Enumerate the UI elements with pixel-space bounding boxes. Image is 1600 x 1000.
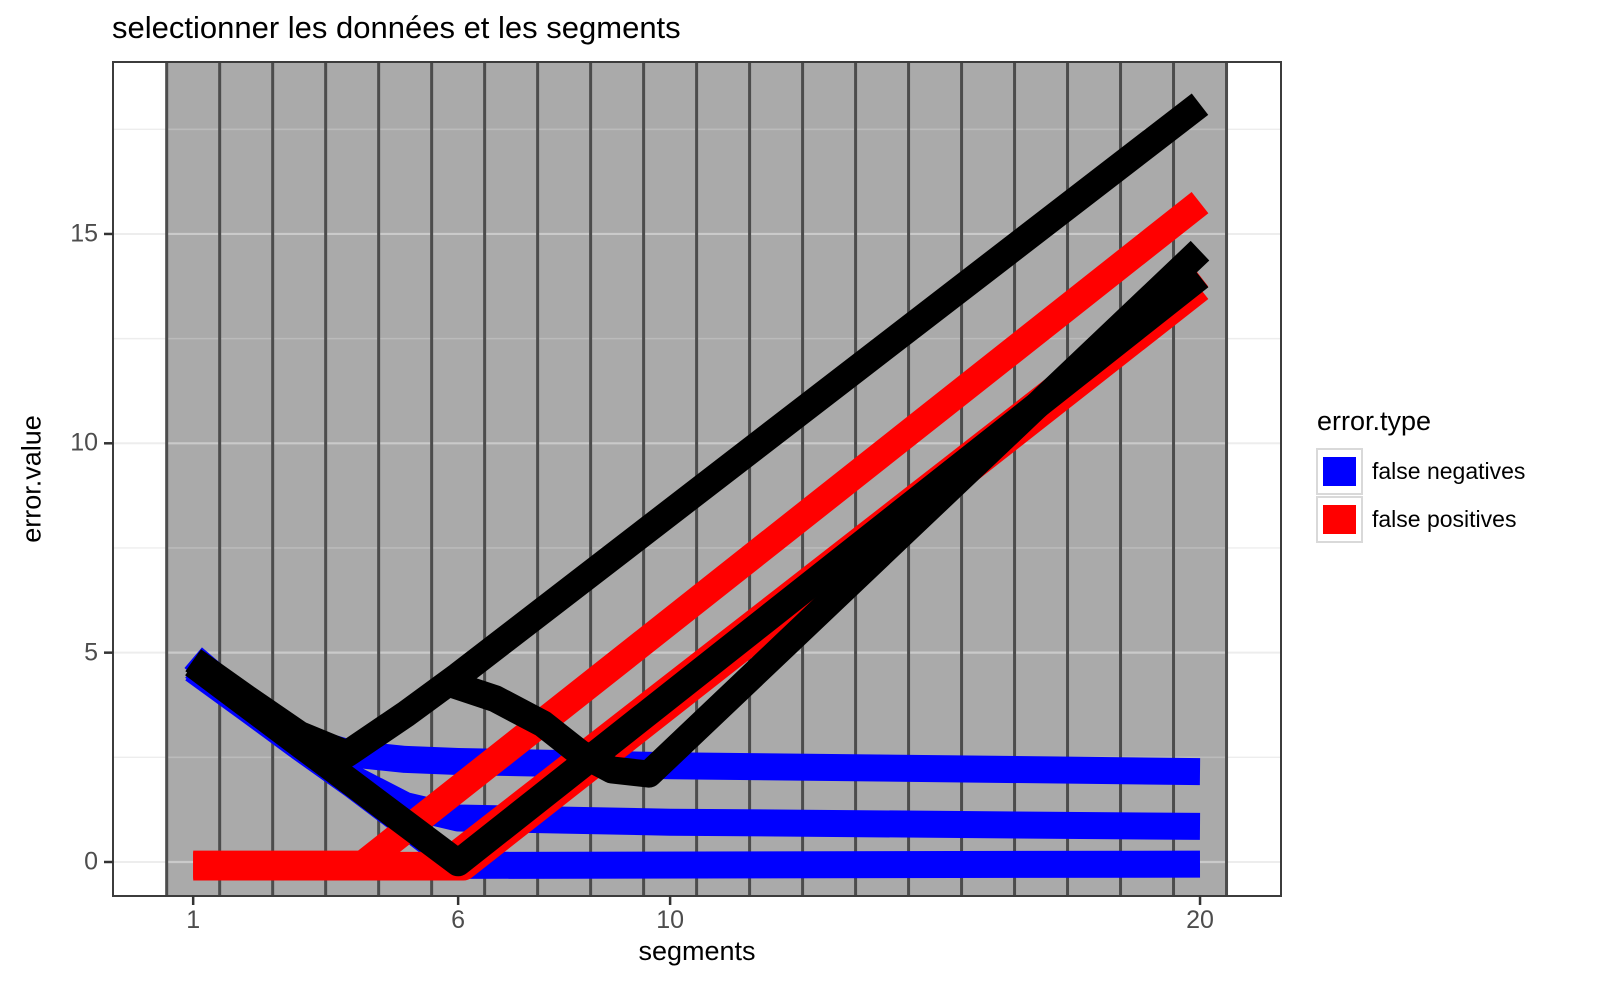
y-tick-label-5: 5 (84, 638, 98, 667)
legend-item-false-negatives[interactable]: false negatives (1316, 447, 1525, 495)
x-tick-label-1: 1 (186, 906, 201, 934)
legend-key-swatch[interactable] (1316, 447, 1363, 495)
series-line-false-positives-profile-1[interactable] (193, 192, 1209, 878)
legend-item-false-positives[interactable]: false positives (1316, 495, 1525, 543)
y-tick-label-15: 15 (70, 219, 98, 248)
y-tick-label-10: 10 (70, 428, 98, 457)
y-tick-label-0: 0 (84, 847, 98, 876)
x-tick-label-20: 20 (1186, 906, 1214, 934)
page-title: selectionner les données et les segments (112, 10, 681, 45)
legend-label: false positives (1372, 505, 1517, 532)
legend-title: error.type (1317, 406, 1432, 436)
legend-swatch-color (1323, 504, 1356, 534)
legend-key-swatch[interactable] (1316, 495, 1363, 543)
legend: error.type false negatives false positive… (1316, 406, 1525, 543)
series-line-errors-profile-2[interactable] (440, 240, 1210, 788)
legend-swatch-color (1323, 456, 1356, 486)
x-axis-title: segments (638, 936, 756, 966)
legend-label: false negatives (1372, 457, 1526, 484)
x-tick-label-6: 6 (451, 906, 466, 934)
series-line-errors-profile-1[interactable] (185, 93, 1209, 768)
x-tick-label-10: 10 (656, 906, 684, 934)
panel-border (112, 61, 1282, 897)
